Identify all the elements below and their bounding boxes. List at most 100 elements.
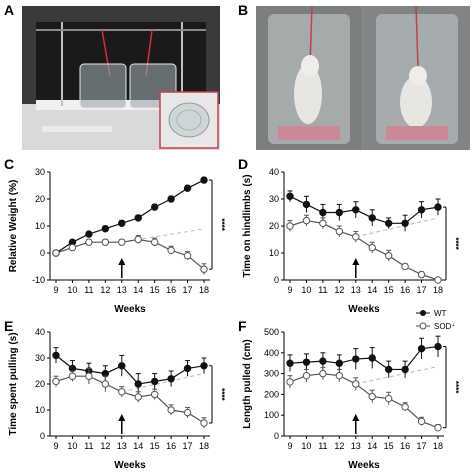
y-tick-label: 20 — [269, 221, 279, 231]
x-tick-label: 11 — [318, 285, 327, 295]
wt-point — [434, 342, 442, 351]
x-tick-label: 13 — [351, 285, 361, 295]
y-tick-label: 10 — [35, 405, 45, 415]
wt-point — [183, 184, 192, 192]
sod-point — [286, 378, 294, 386]
x-tick-label: 12 — [100, 441, 110, 451]
sod-point — [101, 238, 110, 246]
sod-point — [434, 276, 442, 284]
sod-point — [368, 392, 376, 401]
sod-point — [302, 216, 311, 225]
x-tick-label: 15 — [384, 441, 394, 451]
sod-point — [68, 243, 77, 252]
wt-point — [434, 203, 442, 211]
wt-point — [150, 203, 159, 211]
wt-point — [118, 219, 126, 228]
wt-point — [384, 365, 393, 374]
chart-time-spent-pulling: 0 10 20 30 40 9 10 11 12 13 14 15 16 17 18 Weeks Time sp… — [8, 327, 226, 471]
wt-point — [134, 380, 142, 388]
x-tick-label: 14 — [133, 441, 143, 451]
arrow-head — [352, 414, 360, 421]
wt-point — [200, 176, 208, 184]
series-sod-line — [289, 372, 439, 429]
sod-point — [286, 222, 294, 230]
chart-time-on-hindlimbs: 0 10 20 30 40 9 10 11 12 13 14 15 16 17 18 Weeks Time on… — [242, 167, 460, 315]
sod-point — [183, 252, 192, 260]
x-tick-label: 12 — [334, 441, 344, 451]
series-wt-line — [289, 345, 439, 371]
x-tick-label: 16 — [166, 285, 176, 295]
wt-point — [101, 225, 110, 233]
wt-point — [200, 362, 208, 370]
wt-point — [384, 219, 393, 228]
y-tick-label: 10 — [35, 221, 45, 231]
x-tick-label: 12 — [100, 285, 110, 295]
sod-point — [118, 238, 126, 246]
legend-wt-label: WT — [434, 309, 447, 318]
x-tick-label: 18 — [199, 441, 209, 451]
x-tick-label: 14 — [133, 285, 143, 295]
x-tick-label: 14 — [367, 441, 377, 451]
panel-letter-d: D — [238, 156, 249, 172]
x-axis-label: Weeks — [114, 460, 146, 471]
chart-length-pulled: 0 100 200 300 400 500 9 10 11 12 13 14 15 16 17 18 Weeks… — [242, 327, 460, 471]
sod-point — [68, 372, 77, 380]
sod-point — [101, 380, 110, 388]
sod-point — [319, 219, 327, 228]
arrow-head — [118, 414, 126, 421]
photo-mice — [256, 6, 470, 150]
x-tick-label: 9 — [53, 285, 58, 295]
wt-point — [167, 195, 175, 203]
y-tick-label: 200 — [264, 389, 279, 399]
wt-point — [52, 351, 60, 360]
panel-letter-c: C — [4, 156, 15, 172]
sod-point — [417, 417, 426, 426]
wt-point — [368, 214, 376, 222]
wt-point — [150, 377, 159, 386]
sod-point — [302, 371, 311, 380]
wt-point — [302, 358, 311, 366]
y-tick-label: 10 — [269, 248, 279, 258]
x-tick-label: 9 — [287, 441, 292, 451]
wt-point — [401, 365, 409, 374]
x-tick-label: 9 — [287, 285, 292, 295]
x-tick-label: 12 — [334, 285, 344, 295]
series-wt-line — [289, 195, 439, 224]
sod-point — [384, 252, 393, 260]
x-tick-label: 10 — [67, 285, 77, 295]
y-tick-label: -10 — [32, 275, 45, 285]
panel-letter-e: E — [4, 318, 14, 334]
series-sod-line — [289, 219, 439, 281]
wt-point — [85, 230, 93, 238]
trend-dashed-line — [355, 217, 439, 238]
x-tick-label: 11 — [84, 441, 93, 451]
x-tick-label: 11 — [318, 441, 327, 451]
legend: WT SOD⁺ — [416, 309, 456, 331]
x-tick-label: 17 — [183, 441, 193, 451]
y-tick-label: 300 — [264, 369, 279, 379]
y-tick-label: 20 — [35, 379, 45, 389]
y-tick-label: 30 — [35, 353, 45, 363]
sod-point — [150, 390, 159, 399]
y-tick-label: 40 — [269, 167, 279, 177]
series-wt-line — [55, 354, 205, 385]
x-tick-label: 18 — [433, 285, 443, 295]
sod-point — [319, 369, 327, 378]
wt-point — [417, 344, 426, 353]
x-tick-label: 14 — [367, 285, 377, 295]
y-tick-label: 0 — [40, 431, 45, 441]
y-tick-label: 20 — [35, 194, 45, 204]
x-tick-label: 10 — [301, 285, 311, 295]
y-axis-label: Relative Weight (%) — [8, 180, 19, 273]
wt-point — [183, 364, 192, 373]
y-axis-label: Length pulled (cm) — [242, 339, 253, 428]
x-tick-label: 13 — [351, 441, 361, 451]
sod-point — [200, 419, 208, 427]
x-tick-label: 15 — [150, 285, 160, 295]
sod-point — [52, 249, 60, 257]
x-tick-label: 10 — [67, 441, 77, 451]
wt-point — [286, 192, 294, 200]
legend-sod-label: SOD⁺ — [434, 322, 456, 331]
sod-point — [352, 233, 360, 241]
sod-point — [335, 371, 344, 380]
